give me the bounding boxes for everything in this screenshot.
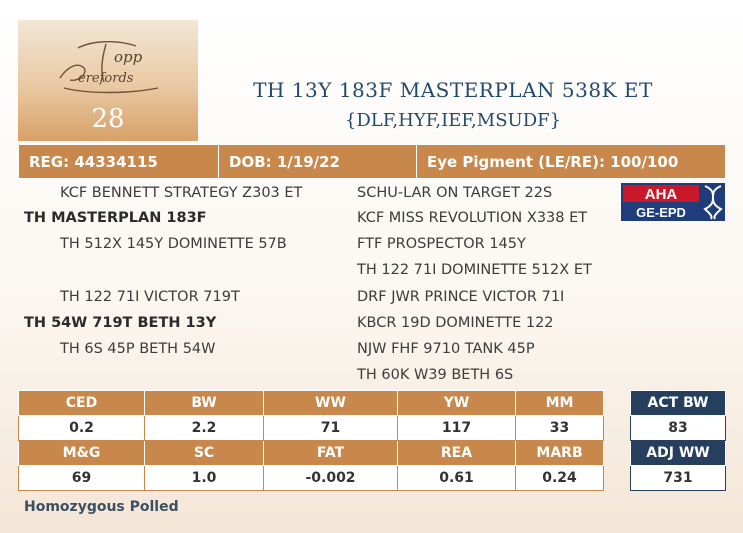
logo-box: opp erefords 28 <box>18 20 198 141</box>
dna-helix-icon <box>703 185 723 220</box>
epd-header-yw: YW <box>397 390 516 416</box>
registration-number: REG: 44334115 <box>19 145 219 178</box>
pedigree-right-5: DRF JWR PRINCE VICTOR 71I <box>357 289 565 305</box>
genetic-conditions: {DLF,HYF,IEF,MSUDF} <box>344 110 562 131</box>
svg-text:erefords: erefords <box>78 71 134 86</box>
dam-sire: TH 122 71I VICTOR 719T <box>60 289 240 305</box>
dam-dam: TH 6S 45P BETH 54W <box>60 341 216 357</box>
epd-value-yw: 117 <box>397 415 516 441</box>
sire-sire: KCF BENNETT STRATEGY Z303 ET <box>60 185 303 201</box>
pedigree-right-2: KCF MISS REVOLUTION X338 ET <box>357 210 588 226</box>
epd-header-sc: SC <box>144 440 264 466</box>
epd-value-row-2: 69 1.0 -0.002 0.61 0.24 <box>18 465 604 491</box>
topp-herefords-logo-icon: opp erefords <box>18 38 198 98</box>
epd-header-row-2: M&G SC FAT REA MARB <box>18 440 604 466</box>
epd-header-fat: FAT <box>263 440 398 466</box>
epd-value-ww: 71 <box>263 415 398 441</box>
epd-header-rea: REA <box>397 440 516 466</box>
ge-epd-text: GE-EPD <box>636 205 686 220</box>
epd-value-marb: 0.24 <box>515 465 604 491</box>
dam: TH 54W 719T BETH 13Y <box>24 315 217 331</box>
lot-number: 28 <box>91 104 125 134</box>
eye-pigment: Eye Pigment (LE/RE): 100/100 <box>427 152 679 171</box>
pedigree-right-4: TH 122 71I DOMINETTE 512X ET <box>357 262 592 278</box>
epd-value-sc: 1.0 <box>144 465 264 491</box>
pedigree-right-7: NJW FHF 9710 TANK 45P <box>357 341 535 357</box>
sire: TH MASTERPLAN 183F <box>24 210 207 226</box>
epd-value-ced: 0.2 <box>18 415 145 441</box>
act-bw-label: ACT BW <box>630 390 726 416</box>
pedigree-right-6: KBCR 19D DOMINETTE 122 <box>357 315 554 331</box>
adj-ww-value: 731 <box>630 465 726 491</box>
epd-header-mm: MM <box>515 390 604 416</box>
info-bar: REG: 44334115 DOB: 1/19/22 Eye Pigment (… <box>18 144 726 179</box>
epd-header-ced: CED <box>18 390 145 416</box>
epd-value-mg: 69 <box>18 465 145 491</box>
sire-dam: TH 512X 145Y DOMINETTE 57B <box>60 236 287 252</box>
epd-header-mg: M&G <box>18 440 145 466</box>
epd-value-rea: 0.61 <box>397 465 516 491</box>
pedigree-right-1: SCHU-LAR ON TARGET 22S <box>357 185 553 201</box>
epd-value-fat: -0.002 <box>263 465 398 491</box>
adj-ww-label: ADJ WW <box>630 440 726 466</box>
polled-status: Homozygous Polled <box>24 499 179 515</box>
aha-text: AHA <box>645 186 678 203</box>
aha-ge-epd-logo: AHA GE-EPD <box>621 183 725 221</box>
pedigree-right-3: FTF PROSPECTOR 145Y <box>357 236 526 252</box>
epd-header-ww: WW <box>263 390 398 416</box>
pedigree-right-8: TH 60K W39 BETH 6S <box>357 367 514 383</box>
epd-header-row-1: CED BW WW YW MM <box>18 390 604 416</box>
animal-name: TH 13Y 183F MASTERPLAN 538K ET <box>253 78 653 102</box>
epd-value-bw: 2.2 <box>144 415 264 441</box>
date-of-birth: DOB: 1/19/22 <box>219 145 417 178</box>
epd-table: CED BW WW YW MM 0.2 2.2 71 117 33 M&G SC… <box>18 390 604 491</box>
epd-header-marb: MARB <box>515 440 604 466</box>
svg-text:opp: opp <box>114 48 143 66</box>
actual-weights-table: ACT BW 83 ADJ WW 731 <box>630 390 726 491</box>
act-bw-value: 83 <box>630 415 726 441</box>
epd-header-bw: BW <box>144 390 264 416</box>
epd-value-mm: 33 <box>515 415 604 441</box>
epd-value-row-1: 0.2 2.2 71 117 33 <box>18 415 604 441</box>
